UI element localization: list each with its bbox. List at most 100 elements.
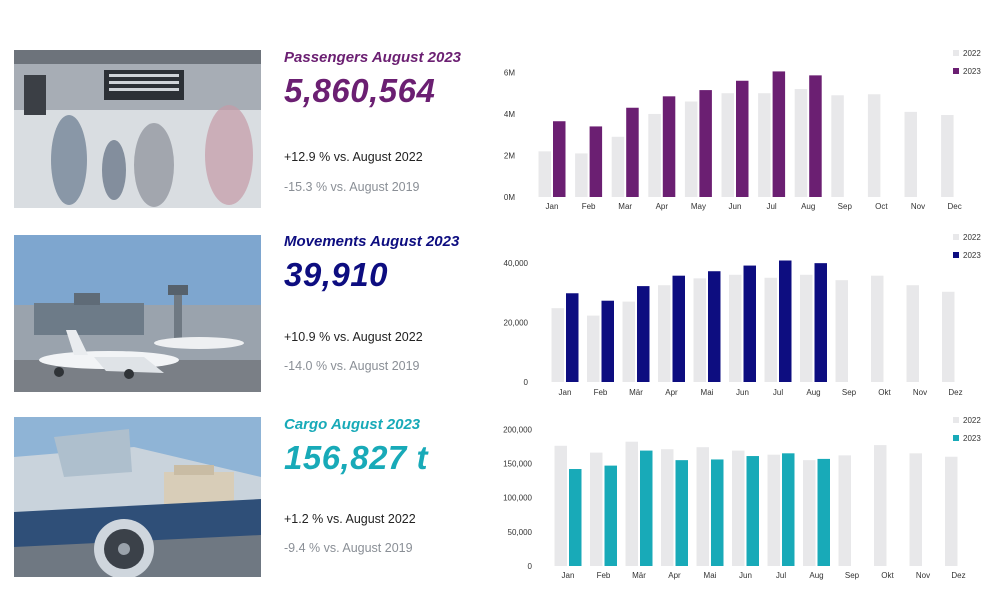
x-tick-label: Aug bbox=[801, 202, 815, 211]
bar-2023-aug bbox=[814, 263, 827, 382]
bar-2023-aug bbox=[809, 75, 822, 197]
bar-2023-jul bbox=[772, 71, 786, 197]
x-tick-label: Jan bbox=[562, 571, 575, 580]
bar-2022-okt bbox=[874, 445, 887, 566]
bar-2022-jul bbox=[758, 93, 771, 197]
cargo-chart: Jan Feb Mär Apr Mai Jun Jul Aug Sep Okt Nov Dez 0 50,… bbox=[503, 416, 981, 580]
legend-label-2023: 2023 bbox=[963, 251, 981, 260]
bar-2022-dez bbox=[945, 456, 958, 566]
y-tick-label: 20,000 bbox=[504, 318, 529, 327]
passengers-chart: Jan Feb Mar Apr May Jun Jul Aug Sep Oct Nov Dec 0M 2M… bbox=[504, 49, 981, 211]
cargo-title: Cargo August 2023 bbox=[284, 416, 421, 433]
bar-2022-sep bbox=[831, 95, 844, 197]
bar-2022-apr bbox=[658, 285, 671, 382]
bar-2023-jul bbox=[782, 453, 795, 566]
bar-2022-okt bbox=[871, 275, 884, 382]
x-tick-label: Okt bbox=[881, 571, 894, 580]
x-tick-label: Mär bbox=[629, 388, 643, 397]
x-tick-label: Jan bbox=[559, 388, 572, 397]
bar-2022-may bbox=[684, 101, 698, 197]
y-tick-label: 6M bbox=[504, 68, 515, 77]
bar-2023-apr bbox=[672, 275, 685, 382]
bar-2023-apr bbox=[662, 96, 676, 197]
movements-value: 39,910 bbox=[284, 256, 388, 293]
x-tick-label: Jul bbox=[766, 202, 776, 211]
cargo-loading-photo bbox=[14, 417, 261, 577]
bar-2022-oct bbox=[867, 94, 881, 197]
x-tick-label: Mai bbox=[704, 571, 717, 580]
x-tick-label: Okt bbox=[878, 388, 891, 397]
x-tick-label: Oct bbox=[875, 202, 888, 211]
x-tick-label: Apr bbox=[668, 571, 681, 580]
x-tick-label: Apr bbox=[665, 388, 678, 397]
y-tick-label: 150,000 bbox=[503, 460, 532, 469]
bar-2023-jun bbox=[736, 80, 749, 197]
movements-change-2019: -14.0 % vs. August 2019 bbox=[284, 359, 420, 373]
bar-2023-aug bbox=[817, 458, 830, 566]
bar-2022-dez bbox=[942, 291, 955, 382]
legend-label-2022: 2022 bbox=[963, 416, 981, 425]
bar-2022-mai bbox=[696, 447, 709, 566]
bar-2022-apr bbox=[661, 449, 674, 566]
x-tick-label: Mar bbox=[618, 202, 632, 211]
x-tick-label: May bbox=[691, 202, 706, 211]
legend-swatch-2023 bbox=[953, 68, 959, 74]
terminal-hall-photo bbox=[14, 50, 261, 208]
x-tick-label: Aug bbox=[806, 388, 820, 397]
x-tick-label: Jun bbox=[736, 388, 749, 397]
bar-2023-mai bbox=[711, 459, 724, 566]
cargo-change-2022: +1.2 % vs. August 2022 bbox=[284, 512, 416, 526]
bar-2022-sep bbox=[835, 280, 848, 382]
x-tick-label: Jun bbox=[729, 202, 742, 211]
bar-2023-jan bbox=[553, 121, 566, 197]
bar-2023-mar bbox=[626, 107, 639, 197]
bar-2023-jul bbox=[779, 260, 792, 382]
apron-aircraft-photo bbox=[14, 235, 261, 392]
bar-2022-jun bbox=[729, 274, 742, 382]
legend-swatch-2022 bbox=[953, 50, 959, 56]
movements-title: Movements August 2023 bbox=[284, 233, 460, 250]
legend-swatch-2022 bbox=[953, 234, 959, 240]
bar-2022-nov bbox=[906, 285, 919, 382]
bar-2022-jan bbox=[551, 308, 564, 382]
y-tick-label: 4M bbox=[504, 110, 515, 119]
bar-2022-feb bbox=[590, 452, 603, 566]
movements-change-2022: +10.9 % vs. August 2022 bbox=[284, 330, 423, 344]
x-tick-label: Dez bbox=[948, 388, 962, 397]
y-tick-label: 100,000 bbox=[503, 494, 532, 503]
bar-2022-nov bbox=[909, 453, 922, 566]
bar-2022-apr bbox=[648, 113, 661, 197]
x-tick-label: Feb bbox=[594, 388, 608, 397]
cargo-change-2019: -9.4 % vs. August 2019 bbox=[284, 541, 413, 555]
x-tick-label: Sep bbox=[842, 388, 857, 397]
legend-swatch-2023 bbox=[953, 252, 959, 258]
bar-2023-may bbox=[699, 90, 712, 197]
x-tick-label: Aug bbox=[809, 571, 823, 580]
y-tick-label: 50,000 bbox=[508, 528, 533, 537]
bar-2023-mär bbox=[640, 450, 653, 566]
passengers-change-2022: +12.9 % vs. August 2022 bbox=[284, 150, 423, 164]
legend-label-2023: 2023 bbox=[963, 434, 981, 443]
bar-2022-dec bbox=[941, 115, 954, 197]
legend-swatch-2022 bbox=[953, 417, 959, 423]
bar-2023-jan bbox=[569, 469, 582, 566]
legend-label-2023: 2023 bbox=[963, 67, 981, 76]
y-tick-label: 0 bbox=[528, 562, 533, 571]
y-tick-label: 0M bbox=[504, 193, 515, 202]
bar-2022-feb bbox=[575, 153, 588, 197]
passengers-change-2019: -15.3 % vs. August 2019 bbox=[284, 180, 420, 194]
bar-2022-jan bbox=[538, 151, 551, 197]
x-tick-label: Dec bbox=[947, 202, 961, 211]
movements-chart: Jan Feb Mär Apr Mai Jun Jul Aug Sep Okt Nov Dez 0 20,… bbox=[504, 233, 982, 397]
x-tick-label: Nov bbox=[913, 388, 927, 397]
x-tick-label: Sep bbox=[838, 202, 853, 211]
legend-swatch-2023 bbox=[953, 435, 959, 441]
bar-2022-mär bbox=[625, 441, 638, 566]
x-tick-label: Dez bbox=[951, 571, 965, 580]
x-tick-label: Mai bbox=[701, 388, 714, 397]
y-tick-label: 0 bbox=[524, 378, 529, 387]
bar-2022-aug bbox=[800, 274, 813, 382]
y-tick-label: 40,000 bbox=[504, 259, 529, 268]
x-tick-label: Jun bbox=[739, 571, 752, 580]
x-tick-label: Mär bbox=[632, 571, 646, 580]
